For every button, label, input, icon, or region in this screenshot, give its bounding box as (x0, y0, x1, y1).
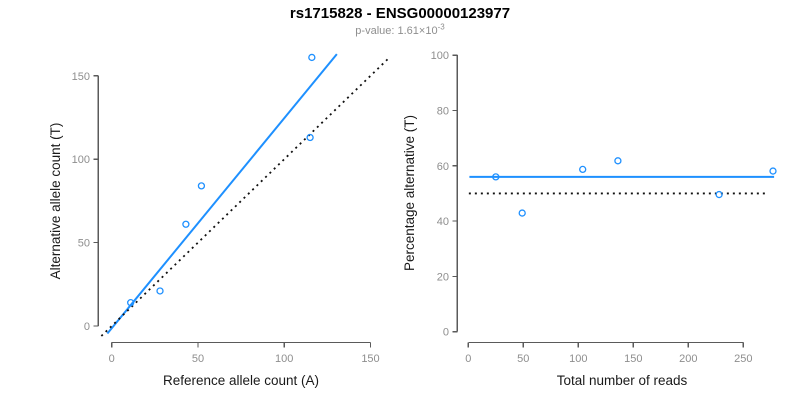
y-axis-tick-label: 60 (437, 161, 449, 173)
x-axis-tick-label: 250 (734, 353, 752, 365)
x-axis-tick-label: 50 (192, 353, 204, 365)
x-axis-tick-label: 150 (361, 353, 379, 365)
data-point (127, 298, 135, 307)
data-point (308, 53, 316, 62)
x-axis-tick-label: 200 (679, 353, 697, 365)
data-point (715, 190, 723, 199)
p-value-subtitle: p-value: 1.61×10-3 (0, 22, 800, 37)
y-axis-title: Alternative allele count (T) (48, 123, 63, 280)
x-axis-title: Total number of reads (557, 373, 688, 388)
data-point (182, 220, 190, 228)
plot-title: rs1715828 - ENSG00000123977 (289, 5, 511, 22)
x-axis-tick-label: 100 (275, 353, 293, 365)
y-axis-tick-label: 50 (78, 238, 90, 250)
data-point (614, 157, 622, 165)
data-point (492, 173, 500, 181)
x-axis-title: Reference allele count (A) (163, 373, 319, 388)
x-axis-tick-label: 50 (517, 353, 529, 365)
y-axis-tick-label: 150 (72, 71, 90, 83)
data-point (306, 133, 314, 142)
data-point (518, 209, 526, 217)
y-axis-tick-label: 80 (437, 106, 449, 118)
x-axis-tick-label: 0 (109, 353, 115, 365)
data-point (769, 167, 777, 175)
y-axis-tick-label: 40 (437, 216, 449, 228)
data-point (579, 165, 587, 174)
x-axis-tick-label: 0 (465, 353, 471, 365)
x-axis-tick-label: 150 (624, 353, 642, 365)
data-point (156, 287, 164, 295)
identity-line (100, 57, 390, 337)
y-axis-tick-label: 0 (84, 321, 90, 333)
x-axis-tick-label: 100 (569, 353, 587, 365)
p-value-exponent: -3 (437, 22, 445, 32)
y-axis-title: Percentage alternative (T) (402, 115, 417, 271)
p-value-base: 1.61×10 (397, 25, 438, 37)
y-axis-tick-label: 100 (72, 154, 90, 166)
y-axis-tick-label: 20 (437, 271, 449, 283)
y-axis-tick-label: 100 (431, 50, 449, 62)
fit-line (106, 53, 338, 335)
y-axis-tick-label: 0 (443, 327, 449, 339)
p-value-label: p-value: (355, 25, 398, 37)
data-point (197, 182, 206, 190)
